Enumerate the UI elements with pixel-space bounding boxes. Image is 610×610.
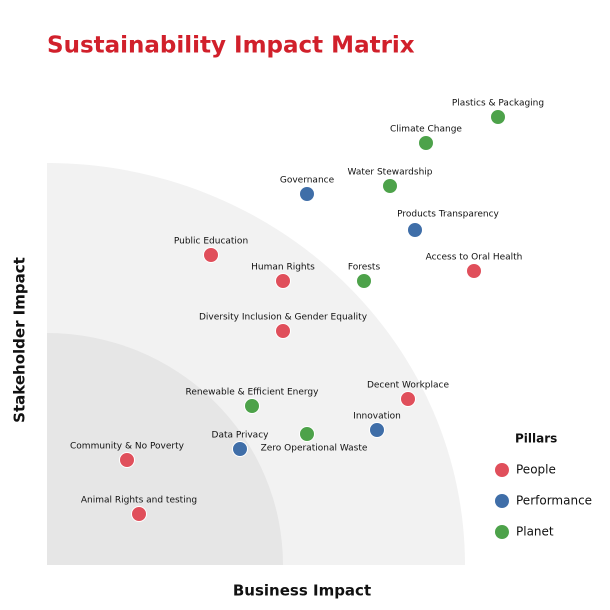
point-label: Governance <box>280 176 335 186</box>
point <box>119 452 135 468</box>
point-label: Human Rights <box>251 263 315 273</box>
point <box>232 441 248 457</box>
point <box>131 506 147 522</box>
point <box>400 391 416 407</box>
point <box>275 273 291 289</box>
point-label: Water Stewardship <box>348 168 433 178</box>
point-label: Diversity Inclusion & Gender Equality <box>199 313 368 323</box>
point <box>407 222 423 238</box>
chart-title: Sustainability Impact Matrix <box>47 33 415 59</box>
point-label: Data Privacy <box>212 431 270 441</box>
legend-label: Planet <box>516 525 554 539</box>
point <box>299 426 315 442</box>
point-label: Public Education <box>174 237 248 247</box>
point-label: Climate Change <box>390 125 462 135</box>
legend-label: Performance <box>516 494 592 508</box>
point-label: Community & No Poverty <box>70 442 185 452</box>
point-label: Innovation <box>353 412 401 422</box>
y-axis-label: Stakeholder Impact <box>11 257 29 423</box>
point-label: Renewable & Efficient Energy <box>186 388 320 398</box>
point <box>466 263 482 279</box>
legend-swatch <box>495 525 509 539</box>
point <box>418 135 434 151</box>
point-label: Access to Oral Health <box>426 253 523 263</box>
point-label: Products Transparency <box>397 210 499 220</box>
point-label: Decent Workplace <box>367 381 450 391</box>
point <box>203 247 219 263</box>
x-axis-label: Business Impact <box>233 582 371 600</box>
inner-zone <box>47 333 283 565</box>
legend-label: People <box>516 463 556 477</box>
legend-swatch <box>495 494 509 508</box>
legend-swatch <box>495 463 509 477</box>
point-label: Plastics & Packaging <box>452 99 544 109</box>
legend-title: Pillars <box>515 432 557 446</box>
point-label: Animal Rights and testing <box>81 496 197 506</box>
point-label: Zero Operational Waste <box>261 444 368 454</box>
point <box>490 109 506 125</box>
point <box>244 398 260 414</box>
point <box>356 273 372 289</box>
point <box>369 422 385 438</box>
point <box>275 323 291 339</box>
point-label: Forests <box>348 263 381 273</box>
point <box>382 178 398 194</box>
point <box>299 186 315 202</box>
